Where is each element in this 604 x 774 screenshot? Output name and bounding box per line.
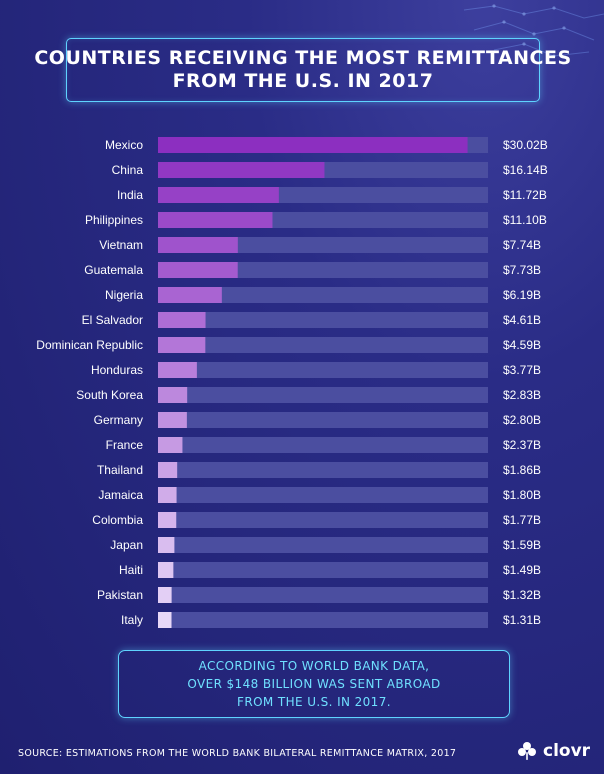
value-label: $2.83B <box>503 388 541 402</box>
category-label: Dominican Republic <box>36 338 143 352</box>
value-label: $1.31B <box>503 613 541 627</box>
bar-thailand <box>158 462 178 478</box>
category-label: Honduras <box>91 363 143 377</box>
bar-track <box>158 487 488 503</box>
bar-india <box>158 187 279 203</box>
bar-honduras <box>158 362 197 378</box>
category-label: Guatemala <box>84 263 143 277</box>
bar-germany <box>158 412 187 428</box>
category-label: Mexico <box>105 138 143 152</box>
title-box: COUNTRIES RECEIVING THE MOST REMITTANCES… <box>34 38 571 102</box>
category-label: Haiti <box>119 563 143 577</box>
bar-track <box>158 587 488 603</box>
bar-track <box>158 312 488 328</box>
value-label: $16.14B <box>503 163 548 177</box>
value-label: $1.32B <box>503 588 541 602</box>
category-label: Pakistan <box>97 588 143 602</box>
bar-track <box>158 537 488 553</box>
bar-china <box>158 162 325 178</box>
bar-el-salvador <box>158 312 206 328</box>
bar-nigeria <box>158 287 222 303</box>
bar-track <box>158 437 488 453</box>
bar-colombia <box>158 512 177 528</box>
bar-track <box>158 612 488 628</box>
title-line-2: FROM THE U.S. IN 2017 <box>172 70 434 92</box>
value-label: $7.73B <box>503 263 541 277</box>
category-label: El Salvador <box>82 313 143 327</box>
bar-haiti <box>158 562 174 578</box>
value-label: $11.72B <box>503 188 547 202</box>
value-label: $2.37B <box>503 438 541 452</box>
bar-vietnam <box>158 237 238 253</box>
bar-south-korea <box>158 387 188 403</box>
category-label: Thailand <box>97 463 143 477</box>
value-label: $11.10B <box>503 213 547 227</box>
note-box: ACCORDING TO WORLD BANK DATA, OVER $148 … <box>118 650 510 718</box>
value-label: $4.59B <box>503 338 541 352</box>
value-label: $6.19B <box>503 288 541 302</box>
bar-dominican-republic <box>158 337 206 353</box>
category-label: South Korea <box>76 388 143 402</box>
category-label: Italy <box>121 613 143 627</box>
bar-philippines <box>158 212 273 228</box>
category-label: France <box>106 438 144 452</box>
clovr-logo: clovr <box>516 740 590 762</box>
bar-track <box>158 362 488 378</box>
bar-track <box>158 412 488 428</box>
bar-pakistan <box>158 587 172 603</box>
bar-track <box>158 387 488 403</box>
bar-jamaica <box>158 487 177 503</box>
bar-track <box>158 462 488 478</box>
value-label: $1.49B <box>503 563 541 577</box>
bar-track <box>158 262 488 278</box>
bar-guatemala <box>158 262 238 278</box>
title-line-1: COUNTRIES RECEIVING THE MOST REMITTANCES <box>34 47 572 69</box>
bar-track <box>158 237 488 253</box>
category-label: Philippines <box>85 213 143 227</box>
bar-track <box>158 337 488 353</box>
value-label: $30.02B <box>503 138 548 152</box>
value-label: $1.77B <box>503 513 541 527</box>
bar-japan <box>158 537 175 553</box>
note-line-1: ACCORDING TO WORLD BANK DATA, <box>198 659 430 673</box>
note-line-2: OVER $148 BILLION WAS SENT ABROAD <box>187 677 441 691</box>
note-line-3: FROM THE U.S. IN 2017. <box>237 695 391 709</box>
clover-icon <box>518 742 536 760</box>
value-label: $1.80B <box>503 488 541 502</box>
source-text: SOURCE: ESTIMATIONS FROM THE WORLD BANK … <box>18 748 457 759</box>
category-label: Vietnam <box>99 238 143 252</box>
category-label: Jamaica <box>98 488 143 502</box>
category-label: Japan <box>110 538 143 552</box>
category-label: Germany <box>94 413 143 427</box>
bar-track <box>158 512 488 528</box>
value-label: $2.80B <box>503 413 541 427</box>
bar-mexico <box>158 137 468 153</box>
bar-track <box>158 562 488 578</box>
logo-text: clovr <box>543 741 591 761</box>
category-label: China <box>112 163 144 177</box>
bar-france <box>158 437 183 453</box>
value-label: $1.86B <box>503 463 541 477</box>
value-label: $4.61B <box>503 313 541 327</box>
value-label: $7.74B <box>503 238 541 252</box>
bar-track <box>158 287 488 303</box>
bar-italy <box>158 612 172 628</box>
category-label: Colombia <box>92 513 143 527</box>
value-label: $3.77B <box>503 363 541 377</box>
value-label: $1.59B <box>503 538 541 552</box>
category-label: India <box>117 188 143 202</box>
category-label: Nigeria <box>105 288 143 302</box>
